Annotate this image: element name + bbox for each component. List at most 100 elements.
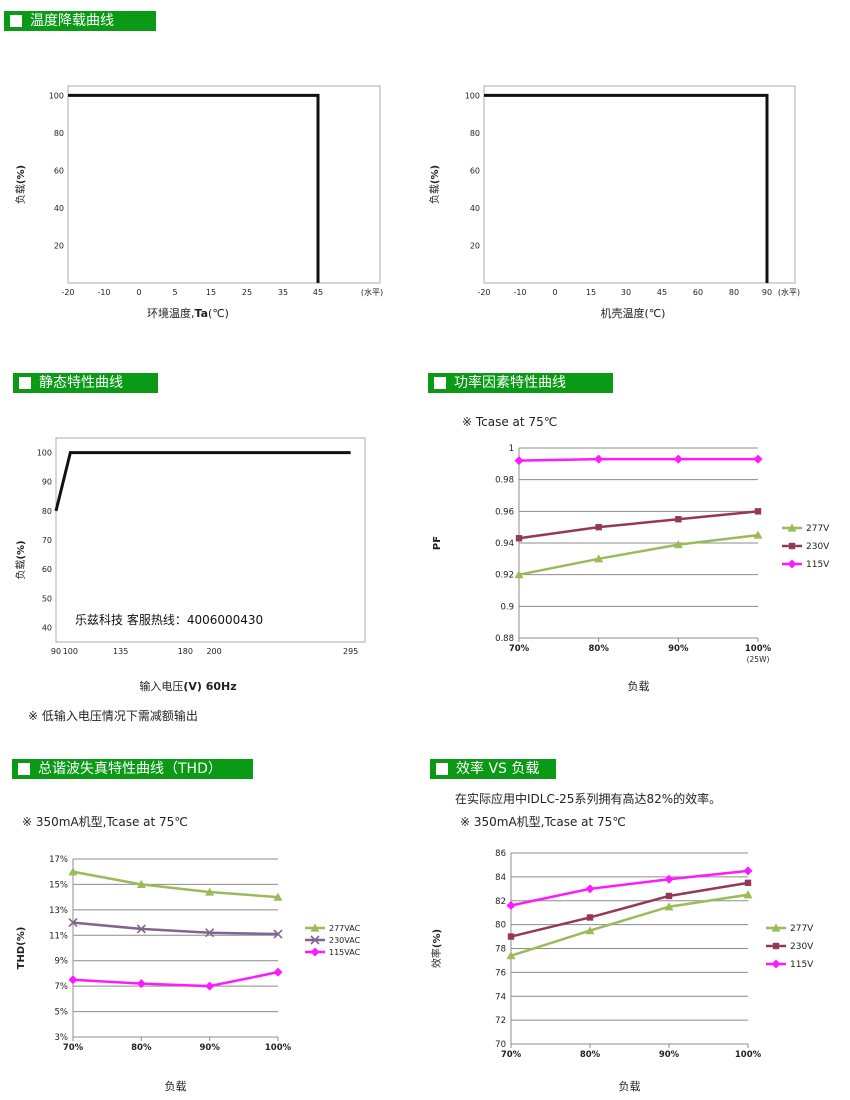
x-axis-label: 负载 bbox=[628, 679, 650, 693]
legend-label: 115V bbox=[806, 560, 830, 570]
y-tick-label: 60 bbox=[470, 166, 480, 175]
y-tick-label: 74 bbox=[495, 992, 506, 1002]
y-tick-label: 9% bbox=[55, 957, 69, 967]
x-tick-label: 135 bbox=[113, 647, 128, 656]
x-tick-label: 295 bbox=[343, 647, 358, 656]
legend-marker bbox=[787, 559, 797, 569]
y-tick-label: 17% bbox=[49, 855, 68, 865]
section-header-eff: 效率 VS 负载 bbox=[430, 759, 556, 779]
y-tick-label: 80 bbox=[42, 507, 52, 516]
y-tick-label: 13% bbox=[49, 906, 68, 916]
series-line bbox=[518, 533, 759, 576]
legend-marker bbox=[787, 523, 797, 532]
data-point bbox=[68, 867, 78, 876]
legend-label: 230V bbox=[790, 942, 814, 952]
y-tick-label: 7% bbox=[55, 982, 69, 992]
plot-area-frame bbox=[483, 85, 796, 284]
y-tick-label: 5% bbox=[55, 1008, 69, 1018]
y-tick-label: 1 bbox=[509, 444, 514, 454]
data-point bbox=[743, 866, 753, 876]
x-tick-label: 15 bbox=[586, 288, 596, 297]
watermark-text: 乐兹科技 客服热线：4006000430 bbox=[75, 612, 263, 627]
data-point bbox=[585, 926, 595, 935]
y-tick-label: 72 bbox=[495, 1016, 506, 1026]
x-tick-label: 180 bbox=[178, 647, 193, 656]
y-tick-label: 80 bbox=[54, 129, 64, 138]
series-line bbox=[510, 869, 749, 907]
x-tick-label: 0 bbox=[552, 288, 557, 297]
header-square-icon bbox=[19, 377, 31, 389]
y-tick-label: 82 bbox=[495, 897, 506, 907]
header-label: 功率因素特性曲线 bbox=[454, 375, 566, 391]
y-tick-label: 40 bbox=[42, 623, 52, 632]
y-tick-label: 20 bbox=[54, 241, 64, 250]
y-tick-label: 90 bbox=[42, 478, 52, 487]
y-tick-label: 80 bbox=[495, 921, 506, 931]
x-tick-label: 60 bbox=[693, 288, 703, 297]
thd-condition-note: ※ 350mA机型,Tcase at 75℃ bbox=[22, 815, 188, 829]
data-point bbox=[743, 890, 753, 899]
y-axis-label: 负载(%) bbox=[428, 165, 441, 204]
x-axis-label: 负载 bbox=[619, 1079, 641, 1093]
x-tick-label: 90% bbox=[659, 1050, 680, 1060]
header-square-icon bbox=[436, 763, 448, 775]
x-tick-label: 45 bbox=[313, 288, 323, 297]
y-tick-label: 100 bbox=[465, 91, 480, 100]
data-point bbox=[753, 454, 763, 464]
legend-label: 277VAC bbox=[329, 924, 361, 933]
x-tick-label: 80% bbox=[131, 1043, 152, 1053]
x-axis-label: 负载 bbox=[165, 1079, 187, 1093]
x-tick-label: 70% bbox=[509, 644, 530, 654]
x-tick-label: 90% bbox=[199, 1043, 220, 1053]
x-tick-label: -20 bbox=[477, 288, 490, 297]
data-point bbox=[273, 967, 283, 977]
x-tick-label: 80 bbox=[729, 288, 739, 297]
x-axis-label: 环境温度,Ta(℃) bbox=[147, 306, 229, 320]
x-tick-label: 5 bbox=[172, 288, 177, 297]
y-tick-label: 70 bbox=[495, 1040, 506, 1050]
series-line bbox=[72, 970, 279, 988]
y-tick-label: 0.9 bbox=[500, 602, 514, 612]
efficiency-description: 在实际应用中IDLC-25系列拥有高达82%的效率。 bbox=[455, 792, 722, 806]
x-tick-label: 35 bbox=[278, 288, 288, 297]
efficiency-condition-note: ※ 350mA机型,Tcase at 75℃ bbox=[460, 815, 626, 829]
data-point bbox=[136, 924, 146, 934]
data-point bbox=[68, 918, 78, 928]
y-tick-label: 11% bbox=[49, 931, 68, 941]
y-tick-label: 76 bbox=[495, 968, 506, 978]
x-tick-label: -10 bbox=[513, 288, 526, 297]
legend-label: 230VAC bbox=[329, 936, 361, 945]
data-point bbox=[753, 530, 763, 539]
legend-label: 230V bbox=[806, 542, 830, 552]
y-tick-label: 100 bbox=[49, 91, 64, 100]
y-axis-label: 负载(%) bbox=[14, 540, 27, 579]
legend-label: 115V bbox=[790, 960, 814, 970]
legend-label: 115VAC bbox=[329, 948, 361, 957]
data-point bbox=[594, 454, 604, 464]
plot-area-frame bbox=[67, 85, 381, 284]
y-tick-label: 100 bbox=[37, 449, 52, 458]
legend-marker bbox=[771, 959, 781, 969]
legend-marker bbox=[310, 947, 320, 957]
x-tick-label: 25 bbox=[242, 288, 252, 297]
y-tick-label: 50 bbox=[42, 594, 52, 603]
y-tick-label: 3% bbox=[55, 1033, 69, 1043]
y-axis-label: PF bbox=[432, 536, 443, 550]
section-header-derating: 温度降载曲线 bbox=[4, 11, 156, 31]
x-tick-label: 100% bbox=[265, 1043, 292, 1053]
x-tick-label: -20 bbox=[61, 288, 74, 297]
data-point bbox=[273, 892, 283, 901]
y-tick-label: 78 bbox=[495, 945, 506, 955]
y-tick-label: 80 bbox=[470, 129, 480, 138]
data-point bbox=[514, 570, 524, 579]
section-header-static: 静态特性曲线 bbox=[13, 373, 158, 393]
section-header-pf: 功率因素特性曲线 bbox=[428, 373, 613, 393]
y-axis-label: THD(%) bbox=[16, 927, 27, 970]
data-point bbox=[506, 951, 516, 960]
x-tick-label: 80% bbox=[580, 1050, 601, 1060]
data-point bbox=[664, 874, 674, 884]
data-point bbox=[673, 540, 683, 549]
x-tick-label: 90% bbox=[668, 644, 689, 654]
y-axis-label: 效率(%) bbox=[430, 929, 443, 968]
data-point bbox=[744, 879, 752, 887]
